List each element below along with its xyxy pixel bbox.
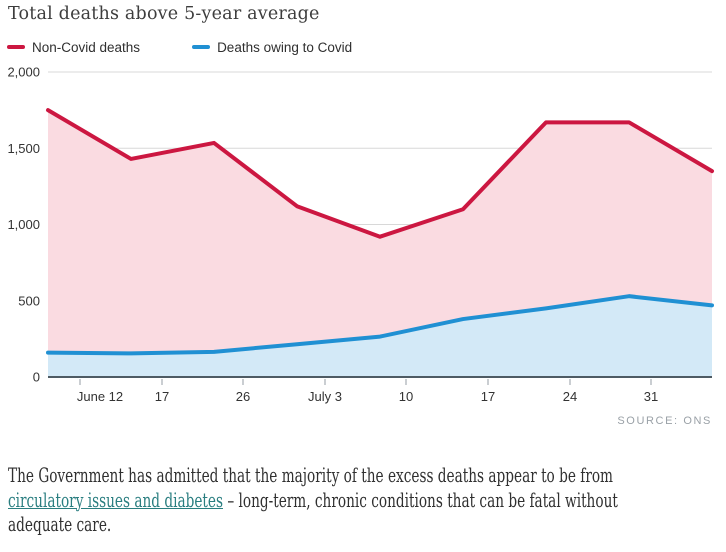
y-tick-label: 500 xyxy=(18,293,40,308)
x-tick-label: 10 xyxy=(399,389,413,404)
paragraph-line: circulatory issues and diabetes – long-t… xyxy=(8,489,726,514)
legend-label-non-covid: Non-Covid deaths xyxy=(32,39,141,55)
x-tick-label: 24 xyxy=(563,389,577,404)
legend-item-non-covid: Non-Covid deaths xyxy=(7,40,140,55)
non-covid-swatch-icon xyxy=(7,45,25,49)
non-covid-line xyxy=(46,108,714,239)
circulatory-link[interactable]: circulatory issues and diabetes xyxy=(8,488,223,512)
y-tick-label: 0 xyxy=(33,370,40,385)
covid-line xyxy=(46,294,714,356)
paragraph-line: adequate care. xyxy=(8,513,112,537)
x-tick-label: July 3 xyxy=(308,389,342,404)
y-tick-label: 1,000 xyxy=(7,217,40,232)
chart-title: Total deaths above 5-year average xyxy=(8,4,320,24)
body-paragraph: The Government has admitted that the maj… xyxy=(8,464,726,538)
y-tick-label: 2,000 xyxy=(7,65,40,80)
chart-legend: Non-Covid deaths Deaths owing to Covid xyxy=(7,39,352,55)
y-tick-label: 1,500 xyxy=(7,141,40,156)
paragraph-line-rest: – long-term, chronic conditions that can… xyxy=(222,488,618,512)
x-tick-label: June 12 xyxy=(77,389,123,404)
source-label: SOURCE: ONS xyxy=(617,415,712,427)
x-tick-label: 17 xyxy=(481,389,495,404)
covid-swatch-icon xyxy=(192,45,211,49)
x-tick-label: 31 xyxy=(644,389,658,404)
legend-label-covid: Deaths owing to Covid xyxy=(217,39,353,55)
x-tick-label: 17 xyxy=(155,389,169,404)
x-tick-label: 26 xyxy=(236,389,250,404)
legend-item-covid: Deaths owing to Covid xyxy=(192,40,352,55)
plot-svg: June 12 17 26 July 3 10 17 24 31 0 500 1,000 1,500 2… xyxy=(7,65,714,404)
paragraph-line: The Government has admitted that the maj… xyxy=(8,464,614,487)
